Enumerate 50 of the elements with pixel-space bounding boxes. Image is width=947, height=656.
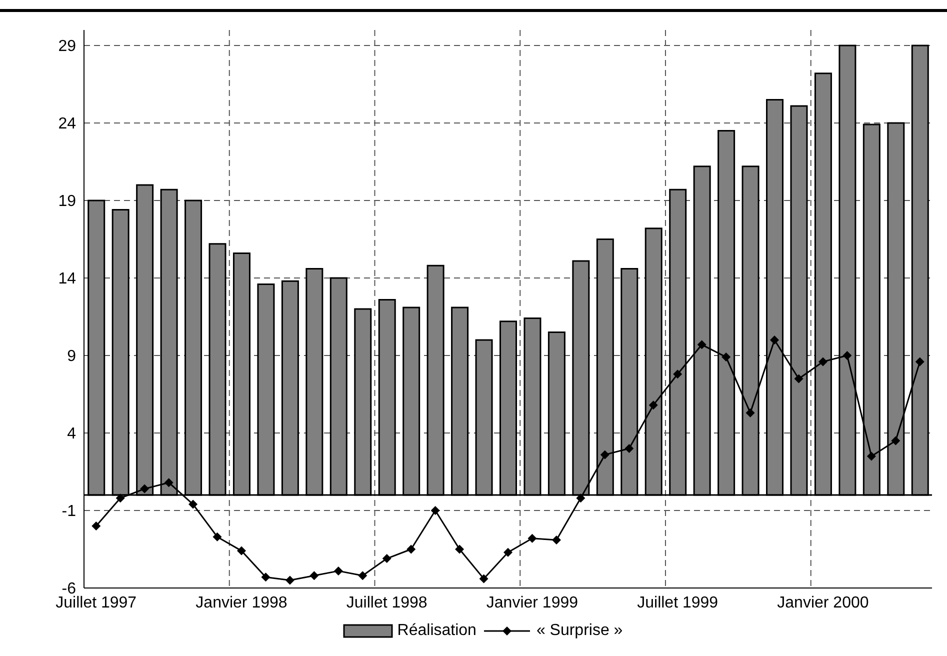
x-tick-label: Juillet 1999 [637,594,718,612]
point [116,494,125,503]
point [310,571,319,580]
point [261,572,270,582]
point [430,506,440,515]
y-tick-label: 29 [58,38,76,56]
point [406,544,416,554]
y-tick-label: -1 [62,503,76,520]
point [212,532,222,542]
point [479,574,488,584]
legend-label: Réalisation [397,622,476,640]
point [528,534,537,543]
x-tick-label: Juillet 1998 [346,594,428,612]
point [794,374,804,384]
point [818,357,828,366]
point [92,522,101,530]
point [891,436,900,446]
legend-label: « Surprise » [536,622,623,640]
point [455,544,464,554]
point [140,484,150,494]
point [770,336,780,344]
point [164,478,174,488]
y-tick-label: 19 [58,193,76,210]
x-tick-label: Janvier 2000 [777,594,869,612]
point [552,535,561,544]
point [866,452,876,461]
point [746,408,755,418]
y-tick-label: 24 [58,116,76,133]
point [334,566,343,576]
point [842,351,852,360]
point [673,370,682,379]
x-tick-label: Janvier 1998 [196,594,288,612]
point [382,554,392,564]
point [236,546,246,556]
point [504,548,512,557]
point [722,352,731,362]
point [697,340,706,350]
y-tick-label: 9 [67,348,76,366]
point [915,357,924,366]
y-tick-label: 14 [58,270,76,288]
point [358,571,368,580]
x-tick-label: Janvier 1999 [486,594,578,612]
point [624,444,634,453]
point [285,576,294,585]
y-tick-label: 4 [67,426,76,443]
point [600,450,610,460]
point [188,500,198,509]
point [576,494,586,503]
x-tick-label: Juillet 1997 [56,594,137,612]
point [648,400,658,410]
